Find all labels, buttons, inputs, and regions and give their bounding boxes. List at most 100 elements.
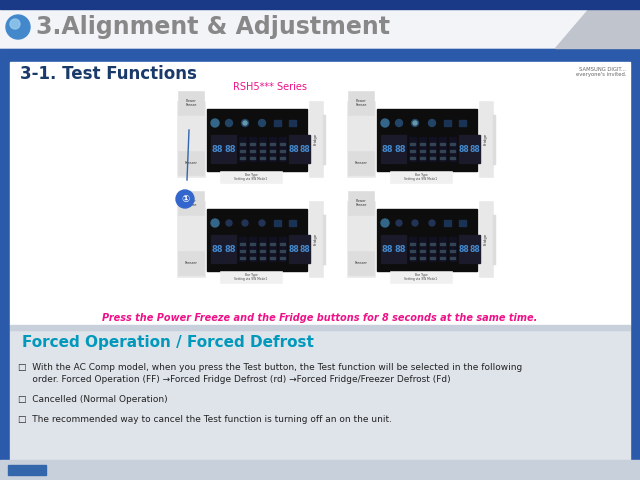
Bar [420, 150, 425, 152]
Bar [300, 235, 310, 263]
Bar [345, 93, 497, 185]
Bar [178, 251, 204, 275]
Bar [280, 250, 285, 252]
Bar [177, 101, 205, 177]
Bar [348, 91, 374, 115]
Bar [493, 115, 496, 165]
Bar [289, 135, 299, 163]
Text: Power
Freeze: Power Freeze [355, 199, 367, 207]
Bar [250, 157, 255, 159]
Text: 88: 88 [224, 144, 236, 154]
Bar [178, 151, 204, 175]
Bar [211, 135, 223, 163]
Bar [440, 257, 445, 259]
Bar [249, 137, 256, 161]
Bar [270, 150, 275, 152]
Bar [410, 257, 415, 259]
Bar [10, 62, 630, 325]
Bar [440, 243, 445, 245]
Bar [270, 257, 275, 259]
Bar [381, 235, 393, 263]
Circle shape [381, 219, 389, 227]
Text: Freezer: Freezer [184, 261, 197, 265]
Bar [429, 237, 436, 261]
Bar [450, 257, 455, 259]
Bar [493, 215, 496, 265]
Circle shape [381, 119, 389, 127]
Bar [444, 120, 451, 126]
Circle shape [429, 120, 435, 127]
Circle shape [226, 220, 232, 226]
Bar [420, 157, 425, 159]
Bar [178, 191, 204, 215]
Bar [250, 250, 255, 252]
Circle shape [6, 15, 30, 39]
Bar [347, 101, 375, 177]
Bar [309, 101, 323, 177]
Bar [381, 135, 393, 163]
Bar [450, 157, 455, 159]
Bar [348, 151, 374, 175]
Bar [430, 250, 435, 252]
Bar [430, 157, 435, 159]
Bar [240, 143, 245, 145]
Bar [449, 237, 456, 261]
Text: Fridge: Fridge [314, 133, 318, 145]
Text: 3.Alignment & Adjustment: 3.Alignment & Adjustment [36, 15, 390, 39]
Bar [377, 209, 477, 271]
Bar [280, 157, 285, 159]
Bar [240, 243, 245, 245]
Text: order. Forced Operation (FF) →Forced Fridge Defrost (rd) →Forced Fridge/Freezer : order. Forced Operation (FF) →Forced Fri… [18, 375, 451, 384]
Bar [279, 237, 286, 261]
Circle shape [396, 120, 403, 127]
Text: Freezer: Freezer [184, 161, 197, 165]
Bar [240, 257, 245, 259]
Bar [430, 243, 435, 245]
Bar [439, 237, 446, 261]
Bar [250, 150, 255, 152]
Bar [207, 109, 307, 171]
Bar [430, 150, 435, 152]
Bar [280, 150, 285, 152]
Bar [207, 209, 307, 271]
Bar [259, 237, 266, 261]
Text: Bar Type
Setting via SW Mode1: Bar Type Setting via SW Mode1 [234, 273, 268, 281]
Bar [274, 120, 281, 126]
Bar [390, 171, 452, 183]
Bar [419, 237, 426, 261]
Text: □  The recommended way to cancel the Test function is turning off an on the unit: □ The recommended way to cancel the Test… [18, 416, 392, 424]
Text: 88: 88 [211, 144, 223, 154]
Bar [300, 135, 310, 163]
Bar [269, 137, 276, 161]
Bar [429, 137, 436, 161]
Text: Power
Freeze: Power Freeze [355, 99, 367, 108]
Bar [175, 193, 327, 285]
Bar [430, 257, 435, 259]
Bar [289, 235, 299, 263]
Bar [479, 101, 493, 177]
Text: 88: 88 [289, 244, 300, 253]
Bar [260, 250, 265, 252]
Text: 88: 88 [300, 244, 310, 253]
Circle shape [176, 190, 194, 208]
Bar [8, 465, 46, 475]
Text: □  Cancelled (Normal Operation): □ Cancelled (Normal Operation) [18, 396, 168, 405]
Bar [259, 137, 266, 161]
Bar [410, 250, 415, 252]
Bar [323, 115, 326, 165]
Bar [250, 243, 255, 245]
Bar [409, 137, 416, 161]
Bar [240, 157, 245, 159]
Bar [10, 330, 630, 460]
Text: Press the Power Freeze and the Fridge buttons for 8 seconds at the same time.: Press the Power Freeze and the Fridge bu… [102, 313, 538, 323]
Text: Freezer: Freezer [355, 261, 367, 265]
Bar [470, 235, 480, 263]
Bar [0, 0, 640, 7]
Bar [289, 120, 296, 126]
Bar [289, 220, 296, 226]
Polygon shape [0, 7, 590, 48]
Text: 88: 88 [289, 144, 300, 154]
Bar [260, 150, 265, 152]
Bar [444, 220, 451, 226]
Text: 3-1. Test Functions: 3-1. Test Functions [20, 65, 197, 83]
